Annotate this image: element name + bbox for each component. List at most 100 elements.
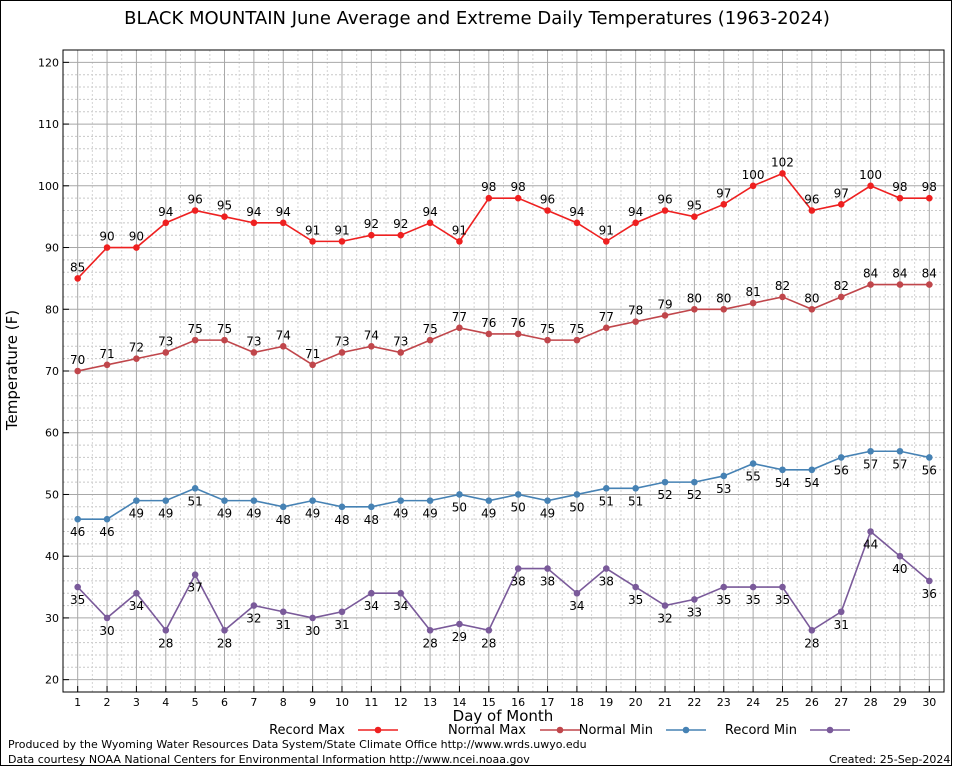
- record-max-point: [602, 238, 610, 245]
- y-tick-label: 60: [45, 427, 59, 440]
- normal-min-value-label: 52: [657, 488, 672, 502]
- record-min-value-label: 30: [305, 624, 320, 638]
- normal-max-value-label: 71: [305, 347, 320, 361]
- normal-max-value-label: 80: [804, 291, 819, 305]
- normal-max-value-label: 70: [70, 353, 85, 367]
- normal-min-value-label: 48: [334, 513, 349, 527]
- normal-min-value-label: 49: [158, 507, 173, 521]
- record-min-point: [133, 589, 140, 597]
- record-max-value-label: 96: [188, 193, 203, 207]
- normal-min-value-label: 53: [716, 482, 731, 496]
- normal-max-value-label: 84: [922, 267, 937, 281]
- normal-min-value-label: 50: [452, 500, 467, 514]
- record-min-point: [691, 596, 698, 603]
- normal-max-point: [368, 343, 375, 350]
- normal-min-value-label: 51: [188, 494, 203, 508]
- data-label-layer: 85 90 90 94 96 95 94 94 91 91 92 92 94 91 98 98 96 94 91 94…: [70, 155, 937, 650]
- record-min-value-label: 28: [217, 636, 232, 650]
- normal-min-value-label: 51: [628, 494, 643, 508]
- record-min-point: [779, 583, 786, 591]
- record-max-value-label: 94: [569, 205, 584, 219]
- record-min-value-label: 38: [599, 575, 614, 589]
- record-min-value-label: 30: [99, 624, 114, 638]
- normal-max-line: [77, 283, 930, 372]
- record-max-point: [309, 238, 316, 245]
- record-min-value-label: 35: [628, 593, 643, 607]
- record-max-point: [779, 170, 786, 177]
- normal-min-point: [456, 491, 463, 498]
- created-date: Created: 25-Sep-2024: [829, 753, 951, 766]
- legend-label-normal-max: Normal Max: [448, 723, 526, 738]
- normal-max-value-label: 73: [246, 334, 261, 348]
- record-min-point: [338, 608, 346, 616]
- record-max-value-label: 96: [804, 193, 819, 207]
- normal-min-value-label: 57: [863, 457, 878, 471]
- record-max-point: [661, 207, 669, 214]
- x-tick-label: 3: [133, 696, 140, 709]
- record-max-point: [74, 275, 81, 282]
- x-tick-label: 11: [364, 696, 378, 709]
- normal-min-point: [338, 503, 346, 511]
- record-max-value-label: 102: [771, 155, 794, 169]
- record-min-value-label: 31: [334, 618, 349, 632]
- normal-min-value-label: 50: [569, 500, 584, 514]
- record-min-point: [544, 565, 551, 572]
- record-max-point: [749, 182, 757, 190]
- record-max-value-label: 96: [657, 193, 672, 207]
- normal-max-point: [749, 299, 757, 307]
- record-max-point: [221, 213, 228, 220]
- record-min-point: [397, 589, 405, 597]
- x-tick-label: 22: [687, 696, 701, 709]
- normal-max-point: [309, 361, 316, 369]
- normal-min-point: [514, 491, 522, 498]
- normal-max-point: [338, 349, 346, 356]
- normal-min-point: [426, 497, 434, 504]
- normal-max-point: [103, 361, 111, 369]
- normal-min-value-label: 46: [70, 525, 85, 539]
- legend-marker-record-min: [826, 726, 834, 734]
- major-grid: [63, 50, 944, 692]
- normal-max-value-label: 80: [687, 291, 702, 305]
- record-max-value-label: 95: [687, 199, 702, 213]
- record-max-value-label: 97: [834, 186, 849, 200]
- record-min-value-label: 31: [834, 618, 849, 632]
- normal-min-point: [544, 497, 551, 504]
- x-tick-label: 15: [482, 696, 496, 709]
- record-max-point: [456, 238, 463, 245]
- normal-min-point: [485, 497, 493, 504]
- x-tick-label: 5: [192, 696, 199, 709]
- normal-max-point: [133, 355, 140, 362]
- record-min-point: [162, 626, 170, 634]
- record-min-value-label: 28: [158, 636, 173, 650]
- record-max-point: [368, 231, 375, 239]
- normal-min-value-label: 49: [422, 507, 437, 521]
- y-tick-label: 40: [45, 550, 59, 563]
- record-min-value-label: 32: [657, 612, 672, 626]
- x-tick-label: 16: [511, 696, 525, 709]
- record-min-point: [74, 583, 81, 591]
- normal-min-value-label: 49: [540, 507, 555, 521]
- normal-max-point: [426, 336, 434, 344]
- record-min-point: [837, 608, 845, 616]
- normal-max-value-label: 73: [158, 334, 173, 348]
- normal-max-point: [544, 336, 551, 344]
- credit-line-1: Produced by the Wyoming Water Resources …: [8, 738, 587, 751]
- normal-min-value-label: 57: [892, 457, 907, 471]
- x-tick-label: 9: [309, 696, 316, 709]
- normal-min-value-label: 56: [922, 463, 937, 477]
- record-max-value-label: 85: [70, 260, 85, 274]
- record-max-value-label: 95: [217, 199, 232, 213]
- normal-min-line: [77, 450, 930, 520]
- legend-label-record-max: Record Max: [269, 723, 345, 738]
- normal-min-point: [720, 472, 728, 480]
- normal-max-value-label: 72: [129, 341, 144, 355]
- x-tick-label: 27: [834, 696, 848, 709]
- normal-max-value-label: 77: [452, 310, 467, 324]
- record-max-point: [279, 219, 287, 227]
- record-min-point: [103, 614, 111, 622]
- x-axis-label: Day of Month: [453, 707, 554, 725]
- record-max-point: [720, 201, 728, 208]
- normal-max-point: [926, 281, 933, 288]
